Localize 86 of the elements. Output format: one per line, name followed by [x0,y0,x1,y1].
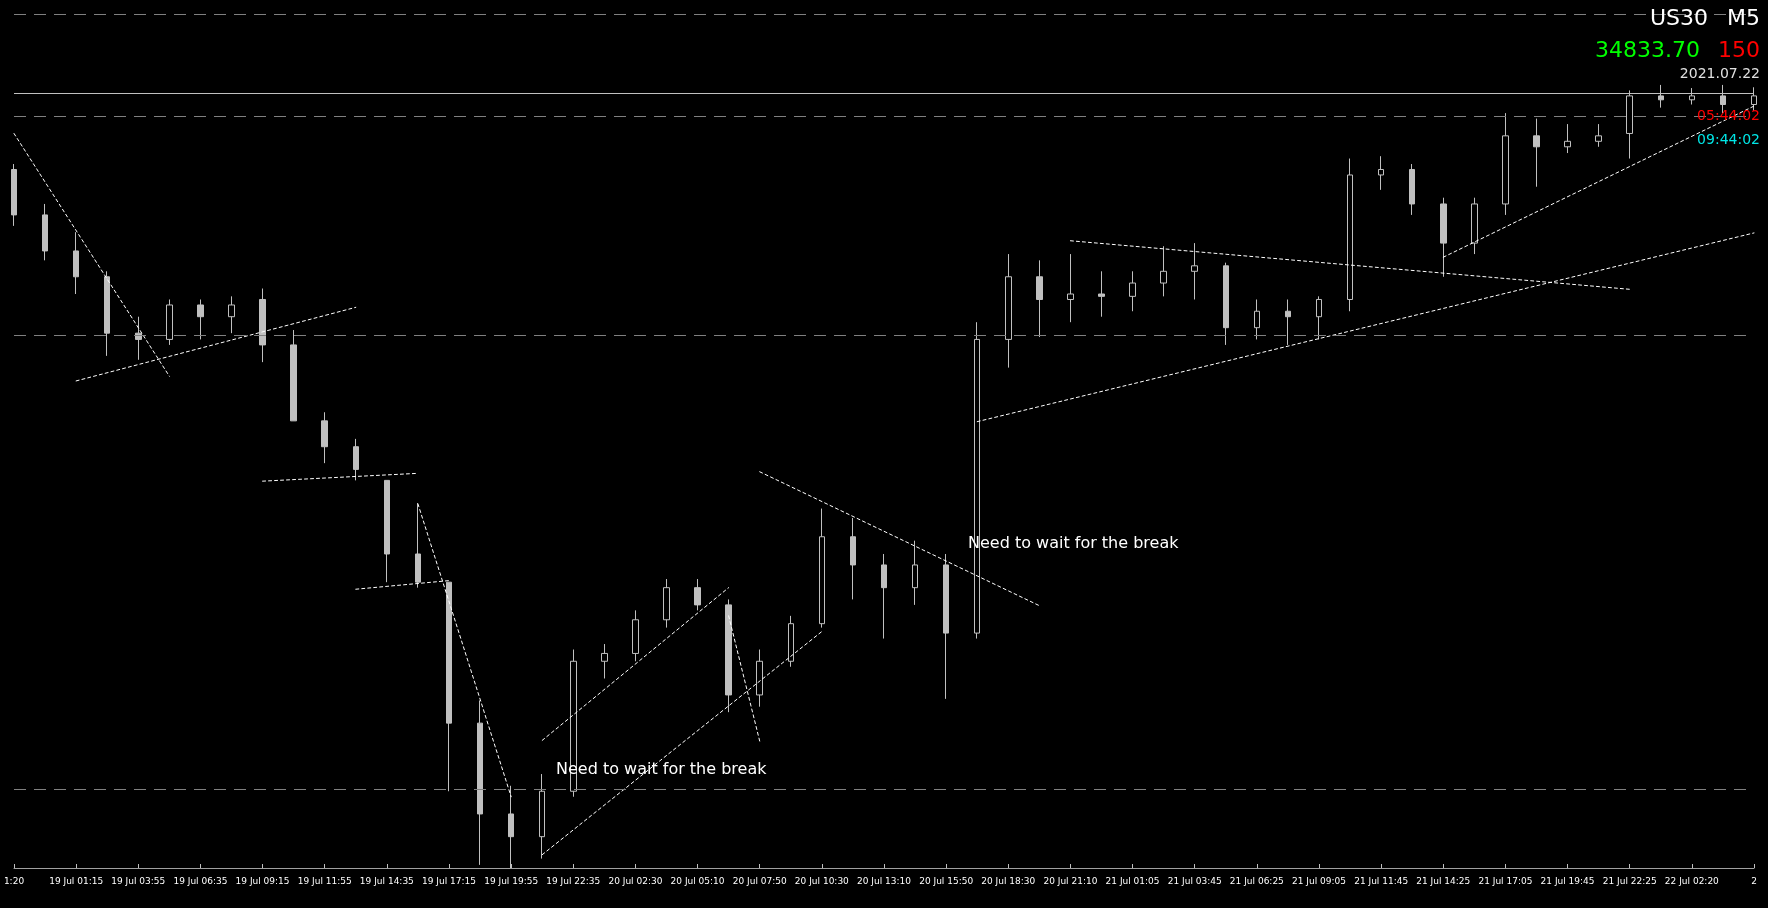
x-tick-label: 19 Jul 22:35 [546,875,601,886]
candlestick [508,785,514,869]
candlestick [1316,295,1322,340]
x-tick-label: 19 Jul 06:35 [173,875,228,886]
x-tick-label: 22 Jul 02:20 [1664,875,1720,886]
candlestick [1223,262,1229,346]
candlestick [42,203,48,261]
candlestick [1533,118,1540,188]
candlestick [1409,163,1415,216]
x-tick-label: 21 Jul 09:05 [1292,875,1346,886]
candlestick [788,615,794,668]
x-tick-label: 21 Jul 06:25 [1229,875,1284,886]
candlestick [73,231,79,295]
x-tick-label: 21 Jul 03:45 [1167,875,1222,886]
candlestick [756,649,763,708]
candlestick [1378,155,1384,191]
x-tick-label: 20 Jul 02:30 [608,875,663,886]
candlestick [1129,270,1136,312]
candlestick [197,298,204,340]
candlestick [1005,253,1012,369]
candlestick [353,438,359,481]
x-tick-label: 19 Jul 14:35 [359,875,414,886]
candlestick [725,598,732,713]
candlestick [259,288,266,363]
candlestick [539,773,545,860]
x-tick-label: 19 Jul 11:55 [297,875,352,886]
candlestick [1160,245,1167,297]
candlestick [943,553,949,700]
candlestick [850,517,856,600]
candlestick [384,479,390,583]
candlestick [663,578,670,629]
candlestick [1254,298,1260,340]
candlestick [1067,253,1074,323]
candlestick [1098,270,1105,318]
candlestick [1564,123,1571,154]
x-tick-label: 20 Jul 18:30 [981,875,1036,886]
candlestick [321,411,328,464]
candlestick [1595,123,1602,148]
x-tick-label: 20 Jul 13:10 [857,875,912,886]
candlestick [135,316,142,361]
x-tick-label: 20 Jul 21:10 [1043,875,1098,886]
x-tick-label: 20 Jul 07:50 [732,875,787,886]
candlestick [1191,242,1198,300]
x-tick-label: 21 Jul 14:25 [1416,875,1471,886]
x-tick-label: 19 Jul 19:55 [484,875,539,886]
candlestick [881,553,887,640]
candlestick [1285,298,1291,346]
candlestick [228,295,235,334]
x-tick-label: 2 [1751,875,1757,886]
x-tick-label: 20 Jul 10:30 [794,875,850,886]
candlestick [104,270,110,357]
candlestick [1440,197,1447,278]
candlestick [290,329,297,422]
text: 150 [1718,36,1761,62]
candlestick [1502,112,1509,216]
x-tick-label: 21 Jul 11:45 [1354,875,1409,886]
candlestick [477,699,483,866]
annotation: 05:44:02 [1697,107,1761,123]
x-tick-label: 21 Jul 01:05 [1105,875,1160,886]
x-tick-label: 19 Jul 01:15 [49,875,104,886]
candlestick [912,540,918,606]
candlestick [694,578,701,611]
candlestick [446,581,452,792]
annotation: 09:44:02 [1697,131,1761,147]
x-tick-label: 19 Jul 17:15 [422,875,476,886]
x-tick-label: 19 Jul 03:55 [111,875,166,886]
candlestick [11,163,17,227]
candlestick [1347,158,1353,312]
candlestick [1036,259,1043,338]
text: 34833.70 [1595,36,1701,62]
candlestick [601,643,608,679]
x-tick-label: 1:20 [3,875,25,886]
candlestick [415,502,421,589]
candlestick [166,298,173,346]
x-tick-label: 21 Jul 17:05 [1478,875,1533,886]
candlestick [1471,197,1478,255]
text: US30 [1649,4,1708,30]
x-tick-label: 19 Jul 09:15 [235,875,290,886]
x-tick-label: 20 Jul 05:10 [670,875,725,886]
x-tick-label: 21 Jul 22:25 [1602,875,1657,886]
candlestick [819,508,825,629]
candlestick [632,609,639,662]
x-tick-label: 20 Jul 15:50 [919,875,974,886]
text: 2021.07.22 [1679,65,1761,81]
x-tick-label: 21 Jul 19:45 [1540,875,1595,886]
text: M5 [1727,4,1761,30]
